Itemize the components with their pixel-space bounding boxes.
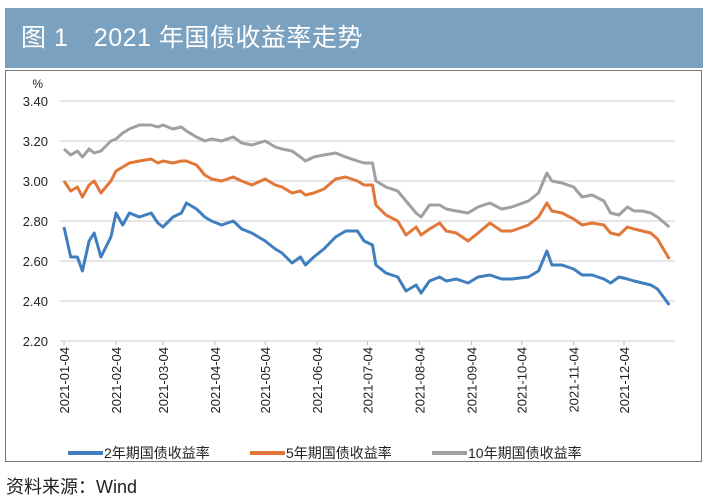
- legend-label: 5年期国债收益率: [286, 445, 392, 461]
- chart-frame: [5, 70, 702, 462]
- series-line-10y: [62, 123, 671, 229]
- legend-label: 2年期国债收益率: [104, 445, 210, 461]
- x-tick-label: 2021-06-04: [310, 347, 325, 414]
- y-tick-label: 3.40: [23, 94, 48, 109]
- x-tick-label: 2021-11-04: [567, 347, 582, 413]
- x-tick-label: 2021-10-04: [515, 347, 530, 414]
- y-tick-label: 3.20: [23, 134, 48, 149]
- y-tick-label: 2.80: [23, 214, 48, 229]
- y-axis-unit: %: [32, 77, 43, 91]
- x-tick-label: 2021-04-04: [208, 347, 223, 414]
- figure-title-banner: 图 1 2021 年国债收益率走势: [5, 8, 703, 68]
- x-tick-label: 2021-03-04: [156, 347, 171, 414]
- x-tick-label: 2021-02-04: [109, 347, 124, 414]
- y-tick-label: 2.20: [23, 334, 48, 349]
- series-line-2y: [62, 201, 671, 306]
- yield-chart: 3.40 3.20 3.00 2.80 2.60 2.40 2.20% 2021-01-04 2…: [23, 77, 675, 461]
- x-tick-label: 2021-01-04: [57, 347, 72, 414]
- legend-label: 10年期国债收益率: [468, 445, 582, 461]
- source-note: 资料来源：Wind: [6, 477, 138, 497]
- x-tick-label: 2021-12-04: [617, 347, 632, 414]
- y-tick-label: 3.00: [23, 174, 48, 189]
- x-tick-label: 2021-05-04: [258, 347, 273, 414]
- y-tick-label: 2.60: [23, 254, 48, 269]
- y-tick-label: 2.40: [23, 294, 48, 309]
- x-tick-label: 2021-07-04: [360, 347, 375, 414]
- figure-title: 图 1 2021 年国债收益率走势: [21, 24, 363, 52]
- x-tick-label: 2021-09-04: [464, 347, 479, 414]
- x-tick-label: 2021-08-04: [412, 347, 427, 414]
- series-line-5y: [62, 157, 671, 260]
